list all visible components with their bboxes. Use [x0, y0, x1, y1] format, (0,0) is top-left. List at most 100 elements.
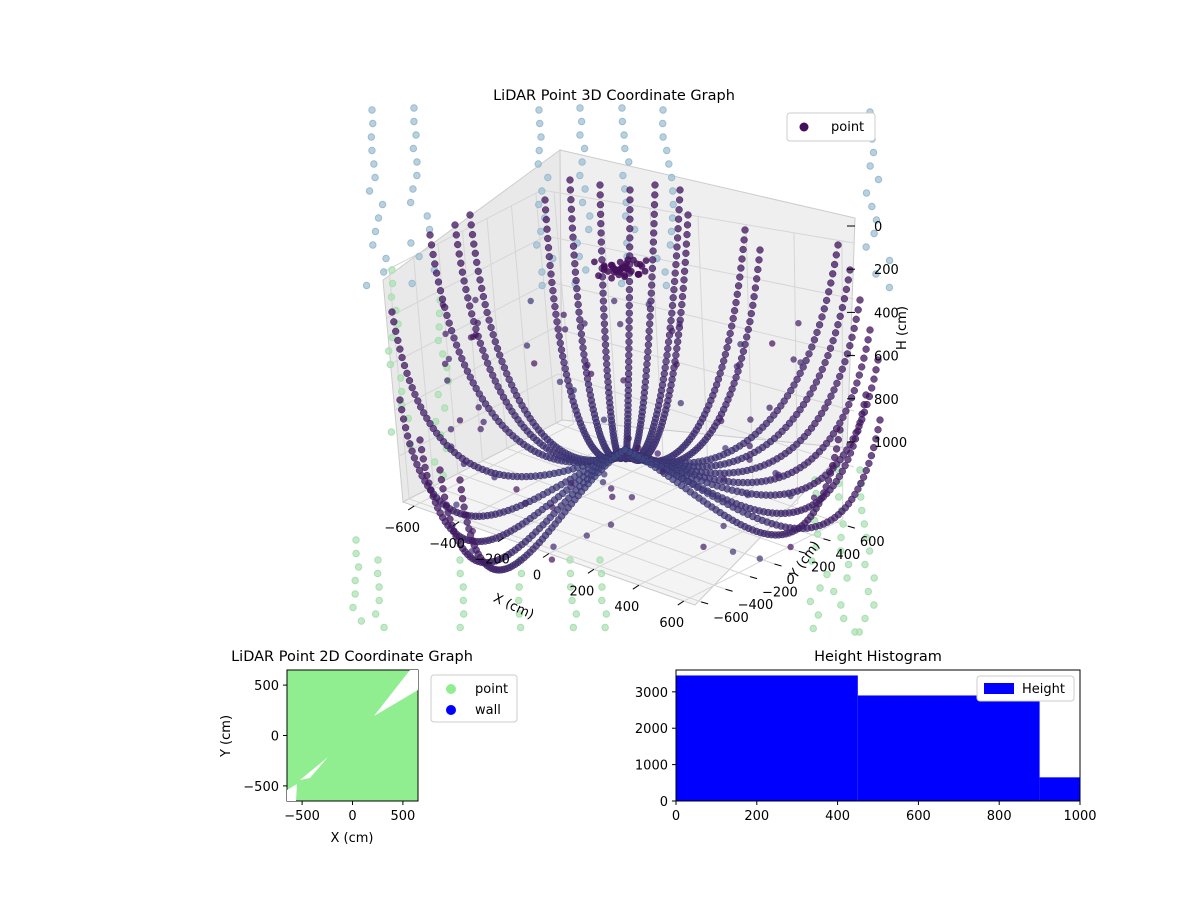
scatter-point — [581, 320, 588, 327]
point-marker — [810, 336, 819, 344]
x-tick-label: 600 — [906, 809, 931, 824]
point-marker — [650, 201, 659, 209]
legend-2d-wall: wall — [475, 703, 501, 718]
scatter-point — [677, 399, 684, 407]
point-marker — [400, 361, 409, 370]
point-marker — [842, 285, 851, 294]
point-marker — [417, 403, 425, 411]
point-marker — [831, 453, 839, 462]
point-marker — [857, 479, 865, 488]
point-marker — [468, 310, 476, 318]
point-marker — [864, 336, 872, 344]
point-marker — [600, 320, 609, 328]
point-marker — [390, 318, 398, 326]
point-marker — [544, 244, 553, 252]
point-marker — [403, 369, 411, 377]
point-marker — [848, 333, 856, 341]
point-marker — [541, 206, 550, 214]
bg-point — [538, 187, 546, 195]
scatter-point — [448, 443, 455, 450]
point-marker — [403, 432, 412, 440]
point-marker — [625, 309, 633, 317]
scatter-point — [472, 331, 479, 338]
point-marker — [436, 287, 445, 295]
point-marker — [849, 442, 857, 450]
bg-point — [661, 268, 669, 276]
point-marker — [458, 268, 467, 276]
point-marker — [406, 440, 414, 448]
bg-point — [456, 623, 464, 632]
point-marker — [421, 463, 429, 472]
point-marker — [661, 364, 669, 372]
grid-line — [486, 218, 508, 449]
bg-point — [407, 239, 415, 247]
scatter-point — [729, 548, 737, 555]
scatter-point — [669, 327, 676, 335]
scatter-point — [746, 442, 753, 450]
z-tick-label: 0 — [874, 220, 882, 235]
z-tick-label: 200 — [874, 263, 899, 278]
scatter-point — [628, 494, 636, 501]
point-marker — [680, 267, 689, 275]
point-marker — [683, 230, 691, 239]
point-marker — [440, 493, 449, 501]
point-marker — [549, 287, 557, 295]
point-marker — [569, 242, 578, 250]
scatter-point — [568, 479, 575, 487]
scatter-point — [468, 548, 475, 555]
x-tick-label: −600 — [384, 521, 420, 536]
point-marker — [626, 206, 634, 214]
point-marker — [491, 338, 499, 346]
scatter-point — [439, 301, 447, 308]
bg-point — [598, 583, 606, 591]
bg-point — [368, 146, 376, 155]
bg-point — [387, 293, 396, 301]
point-marker — [674, 215, 683, 223]
point-marker — [498, 357, 506, 366]
point-marker — [671, 269, 679, 277]
point-marker — [574, 300, 582, 309]
bg-point — [380, 268, 388, 276]
bg-point — [354, 563, 363, 571]
scatter-point — [611, 297, 618, 305]
x-tick-label: 400 — [825, 809, 850, 824]
bg-point — [544, 173, 552, 182]
point-marker — [468, 230, 477, 239]
point-marker — [856, 296, 864, 304]
grid-line — [541, 189, 855, 244]
x-tick-label: −500 — [284, 809, 320, 824]
y-tick-label: 3000 — [635, 686, 668, 701]
point-marker — [850, 324, 858, 333]
point-marker — [733, 290, 741, 298]
point-marker — [664, 344, 672, 353]
point-marker — [396, 345, 404, 353]
point-marker — [840, 295, 849, 303]
point-marker — [478, 284, 486, 293]
point-marker — [721, 350, 730, 359]
point-marker — [674, 331, 683, 339]
point-marker — [827, 392, 835, 400]
hist-bar — [1039, 777, 1080, 801]
bg-point — [581, 185, 589, 193]
point-marker — [833, 379, 841, 387]
cluster-point — [608, 274, 615, 282]
bg-point — [388, 279, 397, 288]
point-marker — [398, 406, 406, 414]
x-axis-label-2d: X (cm) — [331, 831, 374, 846]
bg-point — [362, 281, 371, 290]
point-marker — [872, 366, 880, 374]
x-tick-label: 200 — [744, 809, 769, 824]
z-ticks-3d: 0 200 400 600 800 1000 — [847, 220, 907, 451]
bg-point — [370, 160, 378, 168]
bg-point — [460, 610, 468, 618]
point-marker — [625, 316, 633, 325]
point-marker — [829, 461, 837, 470]
point-marker — [473, 258, 481, 267]
point-marker — [436, 466, 444, 474]
scatter-point — [467, 334, 475, 341]
bg-point — [862, 243, 870, 251]
bg-point — [860, 520, 869, 528]
point-marker — [843, 350, 852, 358]
point-marker — [599, 281, 607, 289]
scatter-point — [617, 320, 624, 328]
